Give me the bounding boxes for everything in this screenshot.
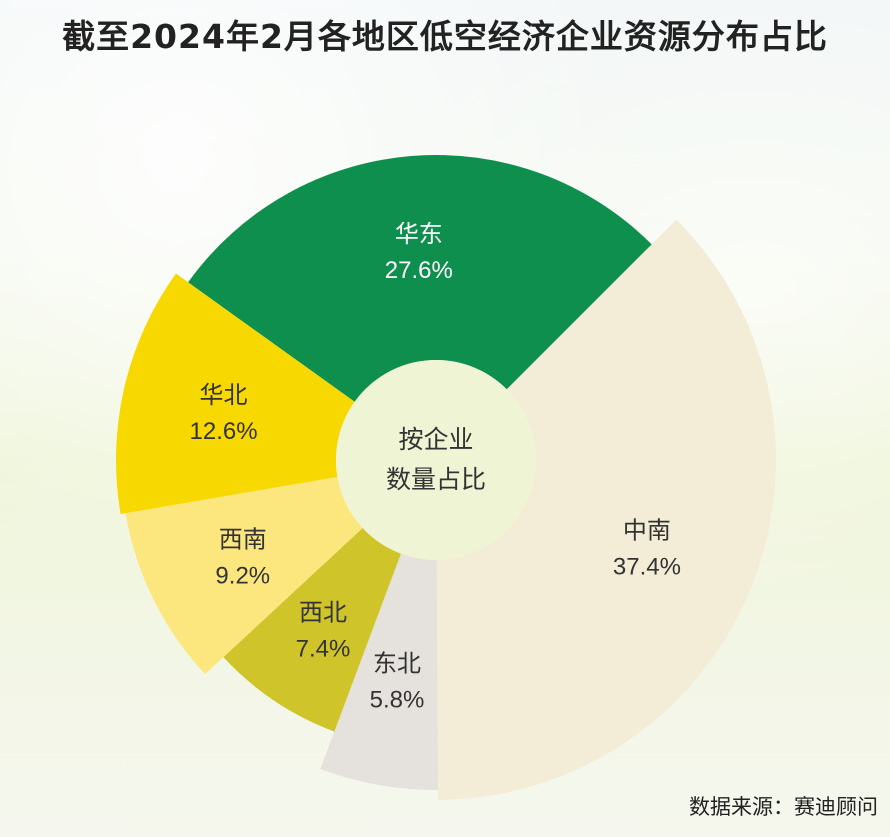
slice-3	[223, 527, 401, 732]
slice-label: 中南	[623, 517, 671, 545]
slice-value-label: 7.4%	[296, 636, 351, 663]
data-source: 数据来源：赛迪顾问	[689, 795, 878, 819]
slice-value-label: 5.8%	[370, 687, 425, 714]
slice-2	[320, 553, 439, 790]
slice-label: 华东	[395, 220, 443, 248]
chart-title: 截至2024年2月各地区低空经济企业资源分布占比	[62, 17, 828, 56]
slice-value-label: 37.4%	[613, 554, 681, 581]
center-label-line: 数量占比	[386, 465, 486, 494]
donut-hole	[336, 360, 536, 560]
slice-value-label: 27.6%	[385, 257, 453, 284]
slice-label: 西北	[299, 599, 347, 627]
center-label-line: 按企业	[398, 425, 473, 454]
slice-label: 东北	[373, 650, 421, 678]
slice-value-label: 9.2%	[215, 562, 270, 589]
slice-label: 西南	[219, 525, 267, 553]
slice-5	[116, 273, 355, 515]
slice-4	[125, 476, 363, 675]
slice-6	[188, 155, 652, 402]
slice-label: 华北	[200, 381, 248, 409]
slice-1	[436, 219, 776, 800]
slice-value-label: 12.6%	[190, 418, 258, 445]
